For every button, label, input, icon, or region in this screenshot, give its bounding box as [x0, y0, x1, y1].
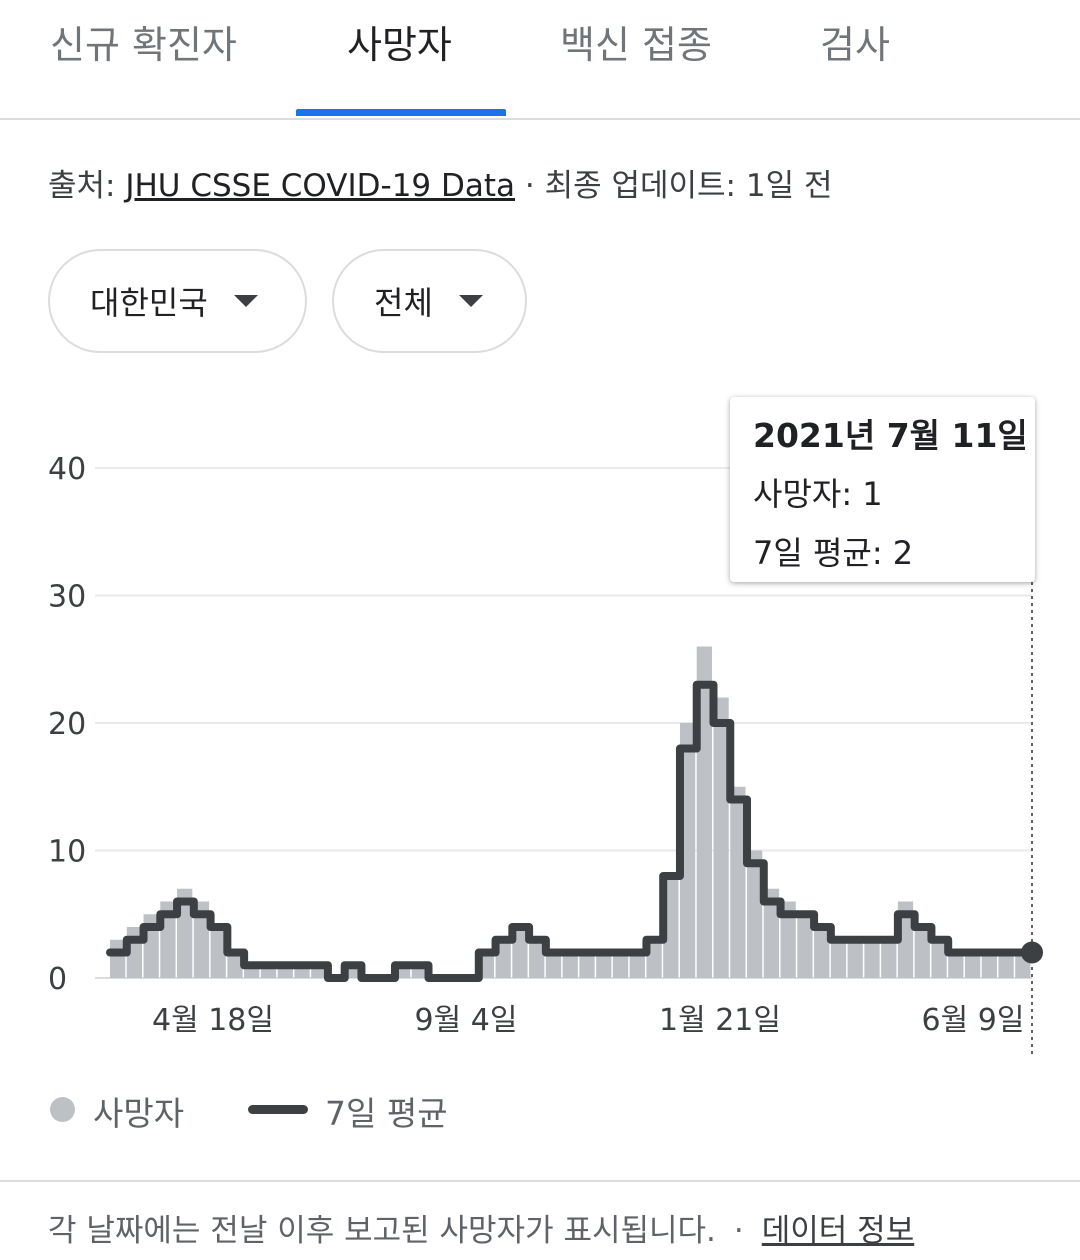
- x-tick-label: 4월 18일: [152, 1003, 274, 1038]
- scope-dropdown[interactable]: 전체: [332, 249, 527, 353]
- legend-line-label: 7일 평균: [325, 1094, 448, 1133]
- scope-dropdown-label: 전체: [374, 284, 433, 322]
- active-tab-indicator: [296, 109, 506, 116]
- bar: [612, 952, 629, 978]
- tab-vaccination[interactable]: 백신 접종: [560, 23, 712, 67]
- region-dropdown[interactable]: 대한민국: [48, 249, 307, 353]
- bar: [596, 952, 612, 978]
- footer-note: 각 날짜에는 전날 이후 보고된 사망자가 표시됩니다.: [48, 1213, 716, 1249]
- bar: [948, 952, 964, 978]
- last-updated: · 최종 업데이트: 1일 전: [515, 168, 833, 204]
- x-tick-label: 9월 4일: [415, 1003, 518, 1038]
- legend-bar-swatch: [50, 1097, 75, 1122]
- tab-bar: 신규 확진자 사망자 백신 접종 검사: [0, 0, 1080, 120]
- bar: [193, 901, 210, 978]
- tab-new-cases[interactable]: 신규 확진자: [50, 23, 237, 67]
- source-link[interactable]: JHU CSSE COVID-19 Data: [125, 168, 516, 204]
- bar: [579, 952, 595, 978]
- bar: [227, 952, 243, 978]
- footer: 각 날짜에는 전날 이후 보고된 사망자가 표시됩니다. · 데이터 정보: [48, 1205, 914, 1250]
- bar: [713, 697, 729, 978]
- tab-tests[interactable]: 검사: [820, 23, 890, 67]
- tab-deaths[interactable]: 사망자: [347, 23, 452, 67]
- bar: [545, 952, 562, 978]
- bar: [864, 939, 880, 978]
- bar: [562, 952, 578, 978]
- chevron-down-icon: [233, 295, 258, 307]
- bar: [964, 952, 981, 978]
- data-info-link[interactable]: 데이터 정보: [761, 1213, 915, 1249]
- region-dropdown-label: 대한민국: [90, 284, 208, 322]
- bar: [730, 786, 746, 978]
- bar: [914, 927, 930, 978]
- source-prefix: 출처:: [48, 168, 126, 204]
- bar: [814, 927, 830, 978]
- footer-separator: ·: [733, 1213, 744, 1249]
- legend-line-swatch: [248, 1105, 308, 1114]
- bar: [629, 952, 645, 978]
- y-tick-label: 30: [48, 580, 86, 615]
- tooltip-deaths: 사망자: 1: [753, 475, 883, 513]
- bar: [830, 939, 847, 978]
- tooltip-average: 7일 평균: 2: [753, 534, 914, 572]
- y-tick-label: 0: [48, 962, 67, 997]
- footer-divider: [0, 1180, 1080, 1182]
- bar: [981, 952, 997, 978]
- bar: [210, 927, 226, 978]
- bar: [763, 888, 780, 978]
- tooltip-date: 2021년 7월 11일: [753, 416, 1028, 455]
- bar: [747, 850, 763, 978]
- bar: [780, 901, 796, 978]
- bar: [797, 914, 813, 978]
- chart-legend: 사망자 7일 평균: [0, 1085, 1080, 1135]
- y-tick-label: 40: [48, 452, 86, 487]
- chart-tooltip: 2021년 7월 11일 사망자: 1 7일 평균: 2: [730, 397, 1035, 582]
- legend-bar-label: 사망자: [93, 1094, 185, 1133]
- bar: [529, 939, 545, 978]
- bar: [998, 952, 1014, 978]
- source-line: 출처: JHU CSSE COVID-19 Data · 최종 업데이트: 1일…: [48, 160, 832, 205]
- y-tick-label: 20: [48, 707, 86, 742]
- y-tick-label: 10: [48, 835, 86, 870]
- x-tick-label: 1월 21일: [659, 1003, 781, 1038]
- deaths-chart[interactable]: 0 10 20 30 40 4월 18일 9월 4일 1월 21일 6월 9일: [0, 380, 1080, 1070]
- chevron-down-icon: [458, 295, 483, 307]
- hover-point: [1021, 941, 1043, 964]
- bar: [881, 939, 897, 978]
- bar: [847, 939, 863, 978]
- average-line: [106, 680, 1036, 982]
- x-tick-label: 6월 9일: [922, 1003, 1025, 1038]
- bar: [931, 939, 947, 978]
